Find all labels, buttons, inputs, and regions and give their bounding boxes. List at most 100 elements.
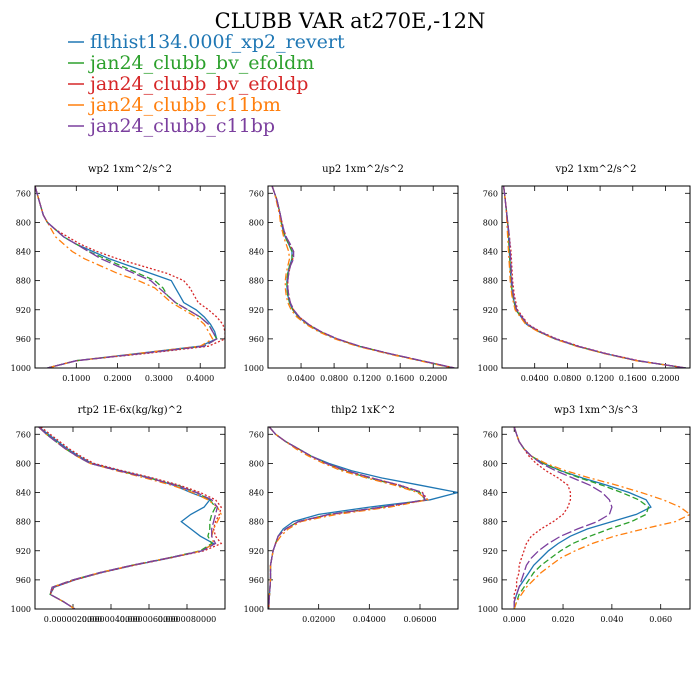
chart-panel: wp3 1xm^3/s^3 760 800 840 880 920 960 1000 0.000…: [478, 405, 691, 624]
series-line: [513, 427, 613, 609]
panels: wp2 1xm^2/s^2 760 800 840 880 920 960 1000 0.100…: [11, 164, 691, 624]
series-line: [268, 427, 426, 609]
x-tick-label: 0.1200: [353, 374, 381, 383]
y-tick-label: 960: [483, 335, 498, 344]
y-tick-label: 880: [483, 518, 498, 527]
panel-title: wp3 1xm^3/s^3: [554, 405, 638, 416]
series-line: [35, 186, 218, 368]
x-tick-label: 0.1600: [619, 374, 647, 383]
series-line: [40, 427, 223, 609]
x-tick-label: 0.02000: [302, 615, 335, 624]
y-tick-label: 760: [16, 189, 31, 198]
plot-frame: [34, 185, 226, 369]
y-tick-label: 1000: [244, 364, 264, 373]
legend-entry: jan24_clubb_bv_efoldp: [88, 73, 308, 95]
series-line: [35, 186, 214, 368]
series-line: [38, 427, 217, 609]
plot-frame: [501, 426, 691, 610]
series-line: [35, 186, 225, 368]
x-tick-label: 0.0400: [287, 374, 315, 383]
panel-title: thlp2 1xK^2: [331, 405, 395, 416]
series-line: [513, 427, 690, 609]
y-tick-label: 1000: [11, 605, 31, 614]
x-tick-label: 0.1200: [586, 374, 614, 383]
series-line: [38, 427, 219, 609]
panel-title: wp2 1xm^2/s^2: [88, 164, 172, 175]
x-tick-label: 0.0800: [320, 374, 348, 383]
legend-entry: flthist134.000f_xp2_revert: [90, 31, 345, 53]
y-tick-label: 920: [483, 547, 498, 556]
x-tick-label: 0.000: [503, 615, 526, 624]
x-tick-label: 0.060: [649, 615, 672, 624]
series-line: [513, 427, 650, 609]
chart-panel: wp2 1xm^2/s^2 760 800 840 880 920 960 1000 0.100…: [11, 164, 226, 383]
panel-title: rtp2 1E-6x(kg/kg)^2: [78, 405, 183, 416]
legend-entry: jan24_clubb_bv_efoldm: [88, 52, 314, 74]
series-line: [513, 427, 652, 609]
y-tick-label: 840: [16, 248, 31, 257]
x-tick-label: 0.020: [552, 615, 575, 624]
series-line: [271, 186, 455, 368]
x-tick-label: 0.06000: [403, 615, 436, 624]
series-line: [502, 186, 686, 368]
series-line: [502, 186, 686, 368]
panel-title: vp2 1xm^2/s^2: [554, 164, 636, 175]
series-line: [513, 427, 572, 609]
y-tick-label: 880: [249, 277, 264, 286]
x-tick-label: 0.1600: [386, 374, 414, 383]
series-line: [268, 427, 430, 609]
y-tick-label: 920: [249, 547, 264, 556]
plot-frame: [267, 185, 459, 369]
y-tick-label: 800: [483, 218, 498, 227]
x-tick-label: 0.4000: [186, 374, 214, 383]
y-tick-label: 800: [16, 459, 31, 468]
x-tick-label: 0.040: [600, 615, 623, 624]
y-tick-label: 840: [16, 489, 31, 498]
y-tick-label: 960: [16, 576, 31, 585]
y-tick-label: 840: [249, 248, 264, 257]
x-tick-label: 0.0000020000: [44, 615, 103, 624]
y-tick-label: 920: [249, 306, 264, 315]
x-tick-label: 0.2000: [419, 374, 447, 383]
x-tick-label: 0.0800: [553, 374, 581, 383]
y-tick-label: 960: [483, 576, 498, 585]
series-line: [35, 186, 218, 368]
chart-panel: vp2 1xm^2/s^2 760 800 840 880 920 960 1000 0.040…: [478, 164, 691, 383]
series-line: [502, 186, 686, 368]
x-tick-label: 0.2000: [651, 374, 679, 383]
y-tick-label: 760: [249, 189, 264, 198]
series-line: [268, 427, 458, 609]
y-tick-label: 760: [249, 430, 264, 439]
y-tick-label: 800: [249, 218, 264, 227]
series-line: [271, 186, 455, 368]
y-tick-label: 1000: [11, 364, 31, 373]
y-tick-label: 760: [483, 430, 498, 439]
y-tick-label: 920: [16, 547, 31, 556]
y-tick-label: 960: [249, 576, 264, 585]
x-tick-label: 0.0000080000: [158, 615, 217, 624]
series-line: [268, 427, 429, 609]
panel-title: up2 1xm^2/s^2: [322, 164, 404, 175]
x-tick-label: 0.0000040000: [82, 615, 141, 624]
y-tick-label: 1000: [478, 364, 498, 373]
figure-title: CLUBB VAR at270E,-12N: [215, 9, 486, 33]
y-tick-label: 840: [483, 248, 498, 257]
y-tick-label: 840: [249, 489, 264, 498]
y-tick-label: 880: [16, 277, 31, 286]
y-tick-label: 920: [483, 306, 498, 315]
y-tick-label: 800: [16, 218, 31, 227]
x-tick-label: 0.0400: [521, 374, 549, 383]
x-tick-label: 0.0000060000: [120, 615, 179, 624]
x-tick-label: 0.3000: [145, 374, 173, 383]
legend: flthist134.000f_xp2_revertjan24_clubb_bv…: [68, 31, 345, 137]
x-tick-label: 0.04000: [353, 615, 386, 624]
y-tick-label: 1000: [244, 605, 264, 614]
y-tick-label: 760: [483, 189, 498, 198]
chart-panel: up2 1xm^2/s^2 760 800 840 880 920 960 1000 0.040…: [244, 164, 459, 383]
plot-frame: [267, 426, 459, 610]
y-tick-label: 760: [16, 430, 31, 439]
series-line: [38, 427, 215, 609]
y-tick-label: 880: [483, 277, 498, 286]
y-tick-label: 1000: [478, 605, 498, 614]
